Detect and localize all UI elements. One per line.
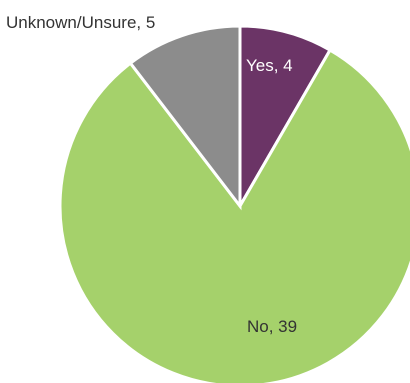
pie-slice-no bbox=[58, 48, 410, 383]
pie-slices bbox=[58, 24, 410, 383]
data-label-unknown-unsure: Unknown/Unsure, 5 bbox=[6, 13, 155, 32]
data-label-no: No, 39 bbox=[247, 317, 297, 336]
data-label-yes: Yes, 4 bbox=[246, 56, 293, 75]
pie-slice-yes bbox=[238, 24, 333, 212]
pie-data-labels: Yes, 4 No, 39 Unknown/Unsure, 5 bbox=[6, 13, 297, 336]
pie-slice-unknown-unsure bbox=[128, 24, 242, 211]
